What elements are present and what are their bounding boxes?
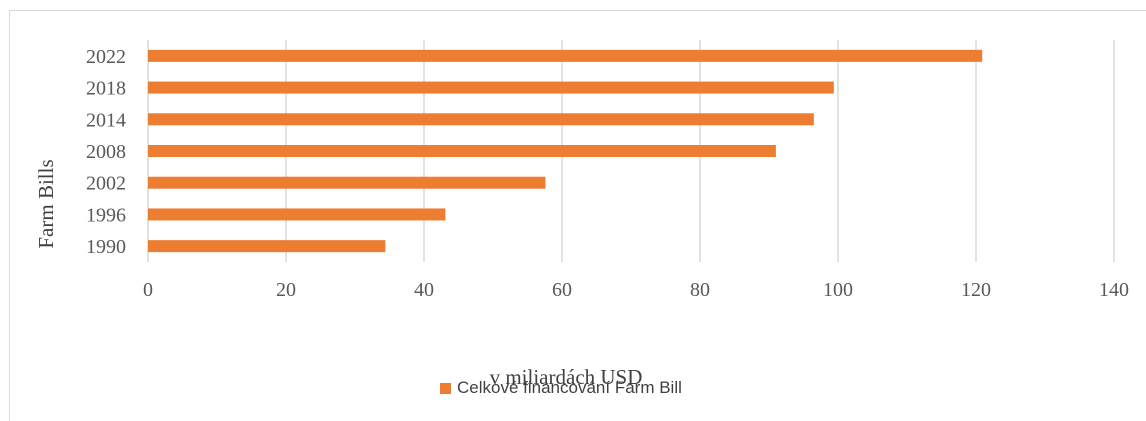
legend-label: Celkové financování Farm Bill — [457, 378, 682, 397]
y-tick-label-2002: 2002 — [86, 173, 126, 195]
x-tick-label: 60 — [552, 279, 572, 301]
x-tick-label: 20 — [276, 279, 296, 301]
bars — [148, 49, 983, 253]
y-tick-label-2008: 2008 — [86, 141, 126, 163]
legend: Celkové financování Farm Bill — [440, 378, 682, 398]
bar-2022 — [148, 49, 983, 62]
x-tick-label: 40 — [414, 279, 434, 301]
x-tick-label: 120 — [961, 279, 991, 301]
y-tick-label-2022: 2022 — [86, 46, 126, 68]
y-tick-label-1990: 1990 — [86, 236, 126, 258]
x-axis-title: v miliardách USD — [490, 365, 643, 389]
x-tick-label: 100 — [823, 279, 853, 301]
bar-2014 — [148, 113, 814, 126]
y-axis-title: Farm Bills — [34, 159, 58, 248]
bar-1996 — [148, 208, 446, 221]
legend-swatch — [440, 382, 451, 394]
y-tick-label-2018: 2018 — [86, 78, 126, 100]
bar-2008 — [148, 145, 776, 157]
bar-2018 — [148, 81, 834, 94]
y-tick-label-2014: 2014 — [86, 109, 126, 131]
x-tick-label: 0 — [143, 279, 153, 301]
bar-2002 — [148, 176, 546, 189]
y-tick-labels: 1990 1996 2002 2008 2014 2018 2022 — [86, 46, 126, 258]
x-tick-labels: 0 20 40 60 80 100 120 140 — [143, 279, 1129, 301]
x-tick-label: 80 — [690, 279, 710, 301]
y-tick-label-1996: 1996 — [86, 204, 126, 226]
x-tick-label: 140 — [1099, 279, 1129, 301]
bar-1990 — [148, 240, 386, 253]
